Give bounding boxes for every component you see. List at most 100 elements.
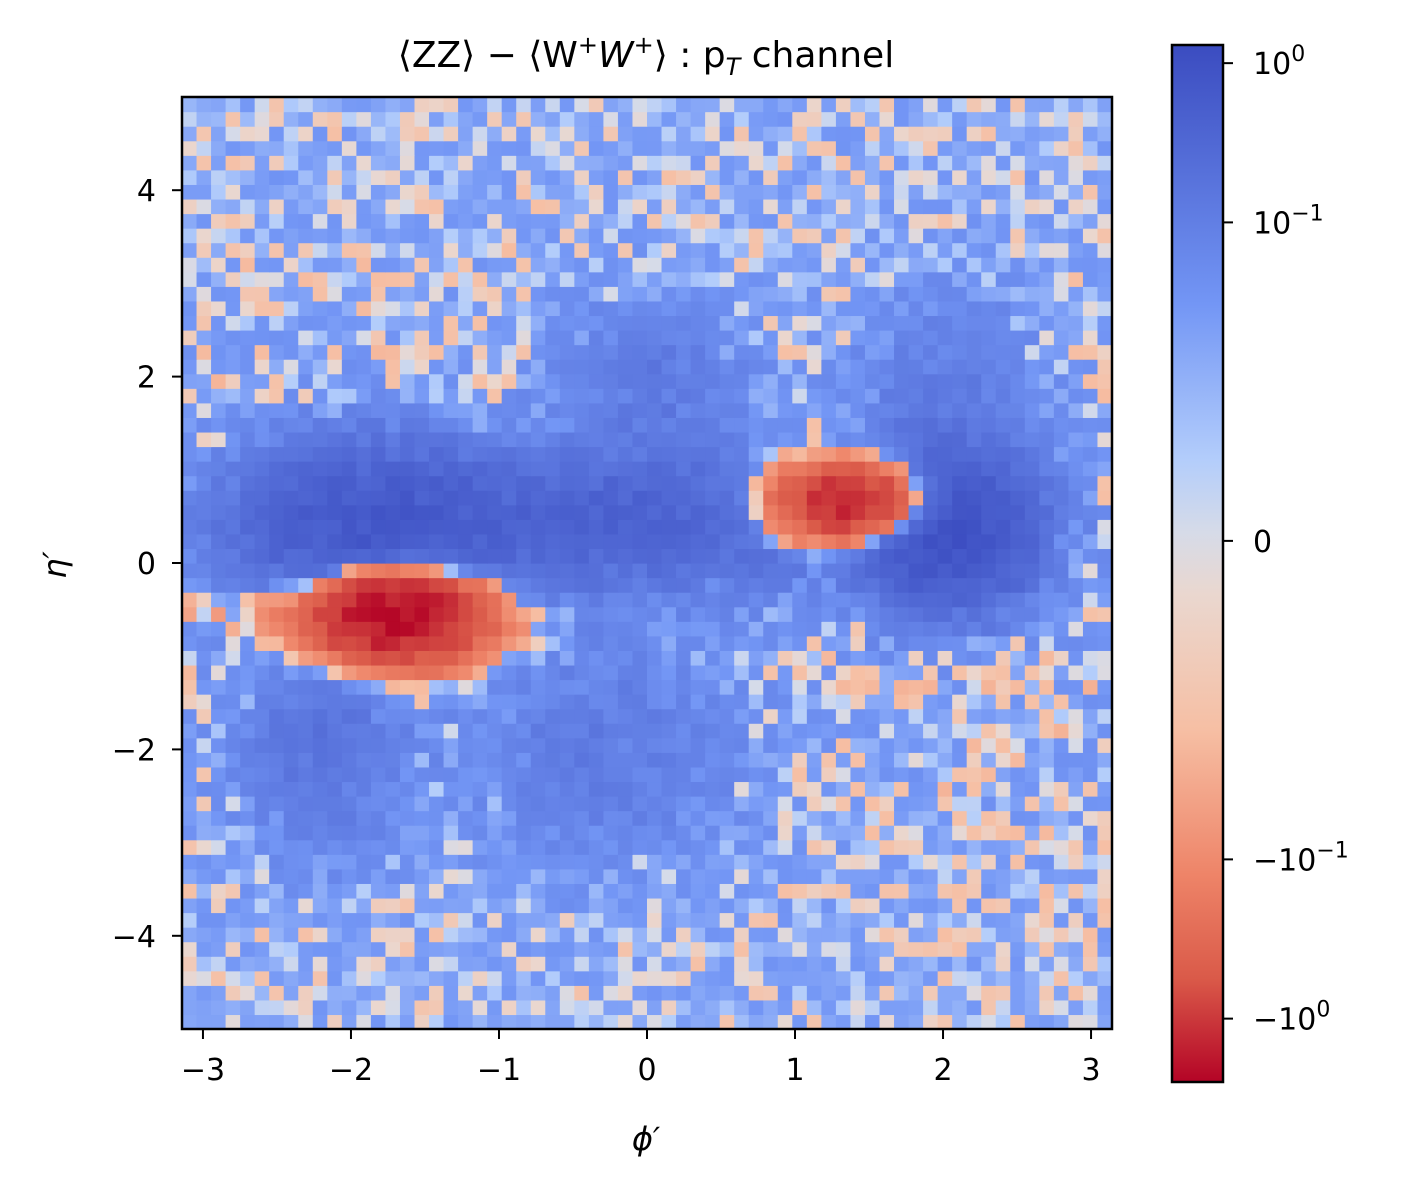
heatmap-cell — [952, 198, 968, 215]
heatmap-cell — [588, 664, 605, 681]
heatmap-cell — [298, 446, 314, 462]
heatmap-cell — [1010, 941, 1026, 957]
heatmap-cell — [254, 402, 270, 418]
heatmap-cell — [487, 155, 503, 171]
heatmap-cell — [603, 592, 619, 608]
heatmap-cell — [676, 956, 692, 972]
heatmap-cell — [429, 184, 445, 200]
heatmap-cell — [182, 300, 198, 317]
heatmap-cell — [1097, 388, 1113, 404]
heatmap-cell — [661, 810, 677, 826]
heatmap-cell — [458, 373, 474, 389]
heatmap-cell — [617, 155, 634, 171]
heatmap-cell — [690, 708, 706, 724]
heatmap-cell — [981, 184, 997, 200]
heatmap-cell — [966, 592, 982, 608]
heatmap-cell — [472, 927, 488, 943]
heatmap-cell — [574, 330, 590, 346]
heatmap-cell — [777, 417, 793, 433]
heatmap-cell — [211, 650, 227, 666]
heatmap-cell — [196, 927, 212, 943]
heatmap-cell — [850, 563, 866, 579]
heatmap-cell — [894, 941, 910, 957]
heatmap-cell — [661, 766, 677, 783]
heatmap-cell — [211, 184, 227, 200]
heatmap-cell — [719, 300, 735, 317]
heatmap-cell — [632, 999, 648, 1016]
heatmap-cell — [806, 825, 822, 841]
heatmap-cell — [748, 883, 764, 899]
heatmap-cell — [501, 883, 517, 899]
heatmap-cell — [487, 533, 503, 550]
heatmap-cell — [516, 985, 532, 1001]
heatmap-cell — [894, 883, 910, 899]
heatmap-cell — [705, 417, 721, 433]
heatmap-cell — [1053, 417, 1070, 433]
heatmap-cell — [966, 126, 982, 142]
heatmap-cell — [995, 897, 1011, 914]
heatmap-cell — [603, 577, 619, 593]
heatmap-cell — [211, 359, 227, 375]
heatmap-cell — [792, 679, 808, 695]
heatmap-cell — [414, 621, 430, 637]
heatmap-cell — [864, 548, 881, 564]
heatmap-cell — [341, 781, 357, 797]
heatmap-cell — [1097, 111, 1113, 127]
heatmap-cell — [879, 664, 895, 681]
heatmap-cell — [1082, 198, 1099, 215]
heatmap-cell — [1097, 1014, 1113, 1030]
heatmap-cell — [443, 664, 459, 681]
heatmap-cell — [981, 388, 997, 404]
heatmap-cell — [283, 111, 299, 127]
heatmap-cell — [894, 519, 910, 535]
heatmap-cell — [530, 927, 546, 943]
heatmap-cell — [458, 388, 474, 404]
heatmap-cell — [806, 359, 822, 375]
heatmap-cell — [458, 140, 474, 156]
heatmap-cell — [1024, 198, 1040, 215]
heatmap-cell — [588, 577, 605, 593]
heatmap-cell — [516, 315, 532, 331]
heatmap-cell — [1053, 286, 1070, 302]
heatmap-cell — [501, 796, 517, 812]
heatmap-cell — [734, 766, 750, 783]
heatmap-cell — [356, 373, 372, 389]
heatmap-cell — [879, 912, 895, 928]
heatmap-cell — [545, 650, 561, 666]
heatmap-cell — [864, 519, 881, 535]
heatmap-cell — [937, 825, 953, 841]
heatmap-cell — [182, 635, 198, 651]
heatmap-cell — [385, 650, 401, 666]
heatmap-cell — [1010, 650, 1026, 666]
heatmap-cell — [269, 825, 285, 841]
heatmap-cell — [1024, 475, 1040, 491]
heatmap-cell — [617, 737, 634, 753]
heatmap-cell — [908, 533, 924, 550]
heatmap-cell — [690, 985, 706, 1001]
heatmap-cell — [240, 519, 256, 535]
heatmap-cell — [763, 621, 779, 637]
heatmap-cell — [530, 621, 546, 637]
heatmap-cell — [617, 257, 634, 273]
heatmap-cell — [617, 825, 634, 841]
heatmap-cell — [356, 868, 372, 884]
heatmap-cell — [516, 1014, 532, 1030]
heatmap-cell — [574, 621, 590, 637]
heatmap-cell — [1024, 839, 1040, 855]
heatmap-cell — [240, 213, 256, 229]
heatmap-cell — [676, 300, 692, 317]
heatmap-cell — [254, 184, 270, 200]
heatmap-cell — [617, 242, 634, 258]
heatmap-cell — [312, 475, 328, 491]
heatmap-cell — [429, 242, 445, 258]
heatmap-cell — [647, 737, 663, 753]
heatmap-cell — [501, 228, 517, 244]
heatmap-cell — [458, 766, 474, 783]
heatmap-cell — [734, 825, 750, 841]
heatmap-cell — [399, 621, 416, 637]
heatmap-cell — [516, 198, 532, 215]
heatmap-cell — [937, 723, 953, 739]
heatmap-cell — [327, 402, 343, 418]
heatmap-cell — [298, 271, 314, 287]
heatmap-cell — [1053, 242, 1070, 258]
